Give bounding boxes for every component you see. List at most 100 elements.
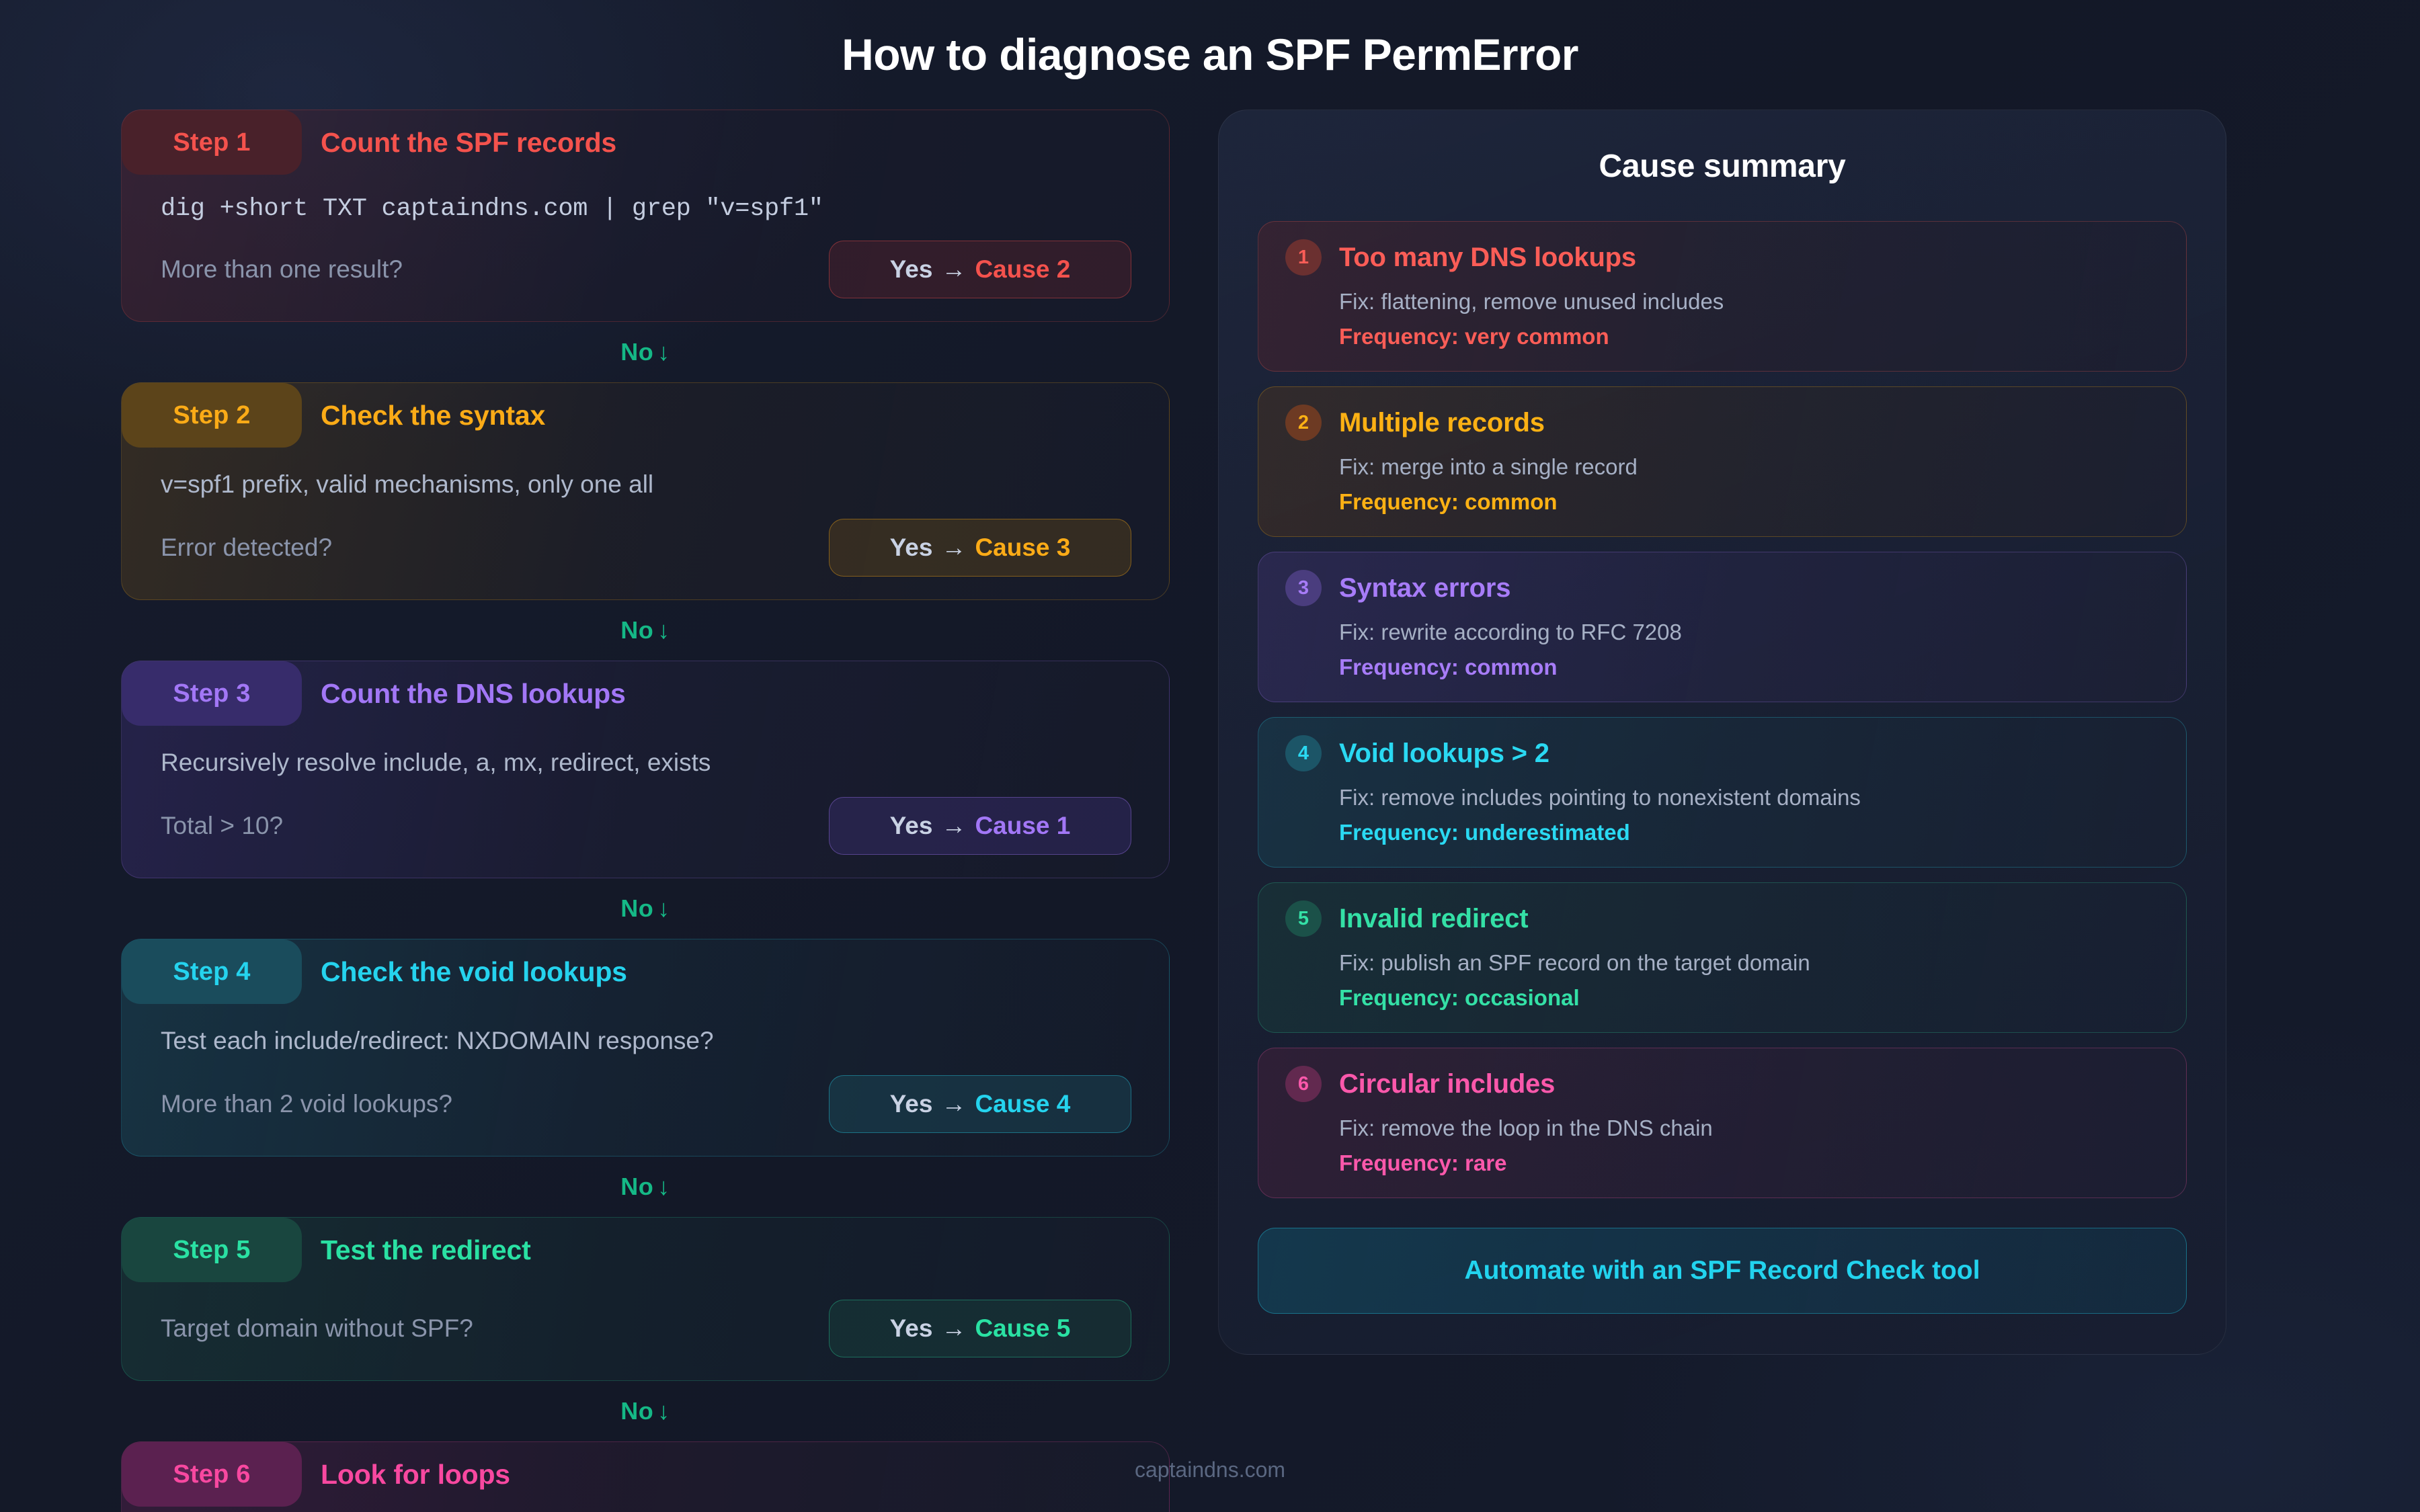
step-title: Test the redirect (321, 1234, 531, 1265)
cause-number-badge: 1 (1285, 239, 1322, 276)
cause-header: 1 Too many DNS lookups (1285, 239, 2159, 276)
cause-card: 6 Circular includes Fix: remove the loop i… (1258, 1048, 2187, 1199)
cause-target-label: Cause 1 (975, 812, 1071, 840)
footer-watermark: captaindns.com (1134, 1458, 1286, 1482)
cause-fix-text: Fix: flattening, remove unused includes (1339, 289, 1724, 314)
arrow-right-icon: → (941, 1090, 967, 1118)
cause-card: 3 Syntax errors Fix: rewrite according to … (1258, 552, 2187, 703)
flow-connector-no: No ↓ (121, 1381, 1170, 1441)
flow-connector-no: No ↓ (121, 600, 1170, 661)
flow-connector-no: No ↓ (121, 1157, 1170, 1217)
step-card: Step 4 Check the void lookups Test each in… (121, 939, 1170, 1157)
step-number-badge: Step 4 (122, 939, 302, 1005)
cause-frequency-text: Frequency: common (1339, 489, 1558, 515)
yes-label: Yes (889, 534, 933, 562)
step-detail-text: Recursively resolve include, a, mx, redi… (161, 749, 711, 777)
step-number-badge: Step 6 (122, 1442, 302, 1507)
step-card: Step 2 Check the syntax v=spf1 prefix, val… (121, 382, 1170, 601)
cause-fix-text: Fix: publish an SPF record on the target… (1339, 950, 1810, 976)
cause-number-badge: 3 (1285, 570, 1322, 607)
step-header: Step 3 Count the DNS lookups (122, 661, 1169, 726)
automate-cta-button[interactable]: Automate with an SPF Record Check tool (1258, 1228, 2187, 1314)
flow-connector-no: No ↓ (121, 878, 1170, 939)
cause-summary-column: Cause summary 1 Too many DNS lookups Fix: … (1218, 110, 2226, 1355)
connector-label: No (620, 894, 654, 923)
cause-header: 5 Invalid redirect (1285, 900, 2159, 937)
step-decision-row: Cycle in the include chain?Yes→Cause 6 (122, 1507, 1169, 1512)
step-header: Step 5 Test the redirect (122, 1218, 1169, 1282)
arrow-right-icon: → (941, 534, 967, 562)
step-decision-row: Target domain without SPF? Yes → Cause 5 (122, 1282, 1169, 1357)
cause-target-label: Cause 5 (975, 1314, 1071, 1342)
step-card: Step 1 Count the SPF records dig +short TX… (121, 110, 1170, 323)
step-number-badge: Step 3 (122, 661, 302, 726)
step-card: Step 3 Count the DNS lookups Recursively r… (121, 661, 1170, 879)
cause-header: 6 Circular includes (1285, 1066, 2159, 1103)
cause-card: 1 Too many DNS lookups Fix: flattening, re… (1258, 221, 2187, 372)
yes-branch-chip[interactable]: Yes → Cause 4 (829, 1075, 1131, 1133)
arrow-right-icon: → (941, 1314, 967, 1342)
step-decision-row: Total > 10? Yes → Cause 1 (122, 780, 1169, 855)
step-decision-row: Error detected? Yes → Cause 3 (122, 501, 1169, 577)
cause-fix-text: Fix: remove includes pointing to nonexis… (1339, 785, 1861, 810)
main-columns: Step 1 Count the SPF records dig +short TX… (0, 81, 2420, 1512)
cause-summary-title: Cause summary (1599, 149, 1846, 185)
yes-label: Yes (889, 812, 933, 840)
connector-label: No (620, 1173, 654, 1200)
step-detail-text: v=spf1 prefix, valid mechanisms, only on… (161, 470, 654, 499)
cause-name: Syntax errors (1339, 573, 1511, 603)
arrow-right-icon: → (941, 812, 967, 840)
arrow-down-icon: ↓ (657, 338, 670, 366)
step-header: Step 2 Check the syntax (122, 383, 1169, 448)
cause-card: 5 Invalid redirect Fix: publish an SPF rec… (1258, 882, 2187, 1034)
step-card: Step 6 Look for loops Cycle in the include… (121, 1441, 1170, 1512)
cause-frequency-text: Frequency: occasional (1339, 985, 1580, 1011)
yes-label: Yes (889, 1090, 933, 1118)
step-title: Check the syntax (321, 399, 546, 431)
cause-number-badge: 6 (1285, 1066, 1322, 1103)
cause-number-badge: 2 (1285, 405, 1322, 442)
decision-flow-column: Step 1 Count the SPF records dig +short TX… (121, 110, 1170, 1512)
cause-fix-text: Fix: remove the loop in the DNS chain (1339, 1116, 1713, 1141)
cause-summary-panel: Cause summary 1 Too many DNS lookups Fix: … (1218, 110, 2226, 1355)
step-number-badge: Step 1 (122, 110, 302, 175)
yes-branch-chip[interactable]: Yes → Cause 3 (829, 519, 1131, 577)
step-header: Step 1 Count the SPF records (122, 110, 1169, 175)
step-title: Count the DNS lookups (321, 677, 626, 709)
yes-label: Yes (889, 255, 933, 284)
step-question: Target domain without SPF? (161, 1314, 473, 1342)
cause-target-label: Cause 3 (975, 534, 1071, 562)
cause-card: 2 Multiple records Fix: merge into a singl… (1258, 386, 2187, 538)
step-detail-text: Test each include/redirect: NXDOMAIN res… (161, 1027, 714, 1055)
yes-label: Yes (889, 1314, 933, 1342)
cause-frequency-text: Frequency: underestimated (1339, 820, 1630, 845)
step-command-line: dig +short TXT captaindns.com | grep "v=… (161, 195, 823, 224)
step-header: Step 4 Check the void lookups (122, 939, 1169, 1005)
arrow-down-icon: ↓ (657, 616, 670, 644)
step-question: More than one result? (161, 255, 403, 284)
flow-connector-no: No ↓ (121, 322, 1170, 382)
cause-fix-text: Fix: merge into a single record (1339, 454, 1638, 480)
cause-header: 3 Syntax errors (1285, 570, 2159, 607)
yes-branch-chip[interactable]: Yes → Cause 1 (829, 797, 1131, 855)
yes-branch-chip[interactable]: Yes → Cause 5 (829, 1300, 1131, 1357)
cause-header: 2 Multiple records (1285, 405, 2159, 442)
arrow-down-icon: ↓ (657, 894, 670, 923)
step-decision-row: More than one result? Yes → Cause 2 (122, 223, 1169, 299)
yes-branch-chip[interactable]: Yes → Cause 2 (829, 241, 1131, 299)
step-title: Count the SPF records (321, 126, 617, 158)
cause-name: Void lookups > 2 (1339, 738, 1549, 768)
cause-name: Too many DNS lookups (1339, 242, 1636, 272)
step-card: Step 5 Test the redirect Target domain wit… (121, 1217, 1170, 1381)
step-number-badge: Step 5 (122, 1218, 302, 1282)
connector-label: No (620, 338, 654, 366)
step-decision-row: More than 2 void lookups? Yes → Cause 4 (122, 1058, 1169, 1133)
connector-label: No (620, 1397, 654, 1425)
cause-target-label: Cause 2 (975, 255, 1071, 284)
arrow-down-icon: ↓ (657, 1173, 670, 1200)
cause-name: Circular includes (1339, 1068, 1556, 1099)
step-title: Check the void lookups (321, 956, 627, 987)
cause-frequency-text: Frequency: common (1339, 655, 1558, 680)
cause-header: 4 Void lookups > 2 (1285, 735, 2159, 772)
